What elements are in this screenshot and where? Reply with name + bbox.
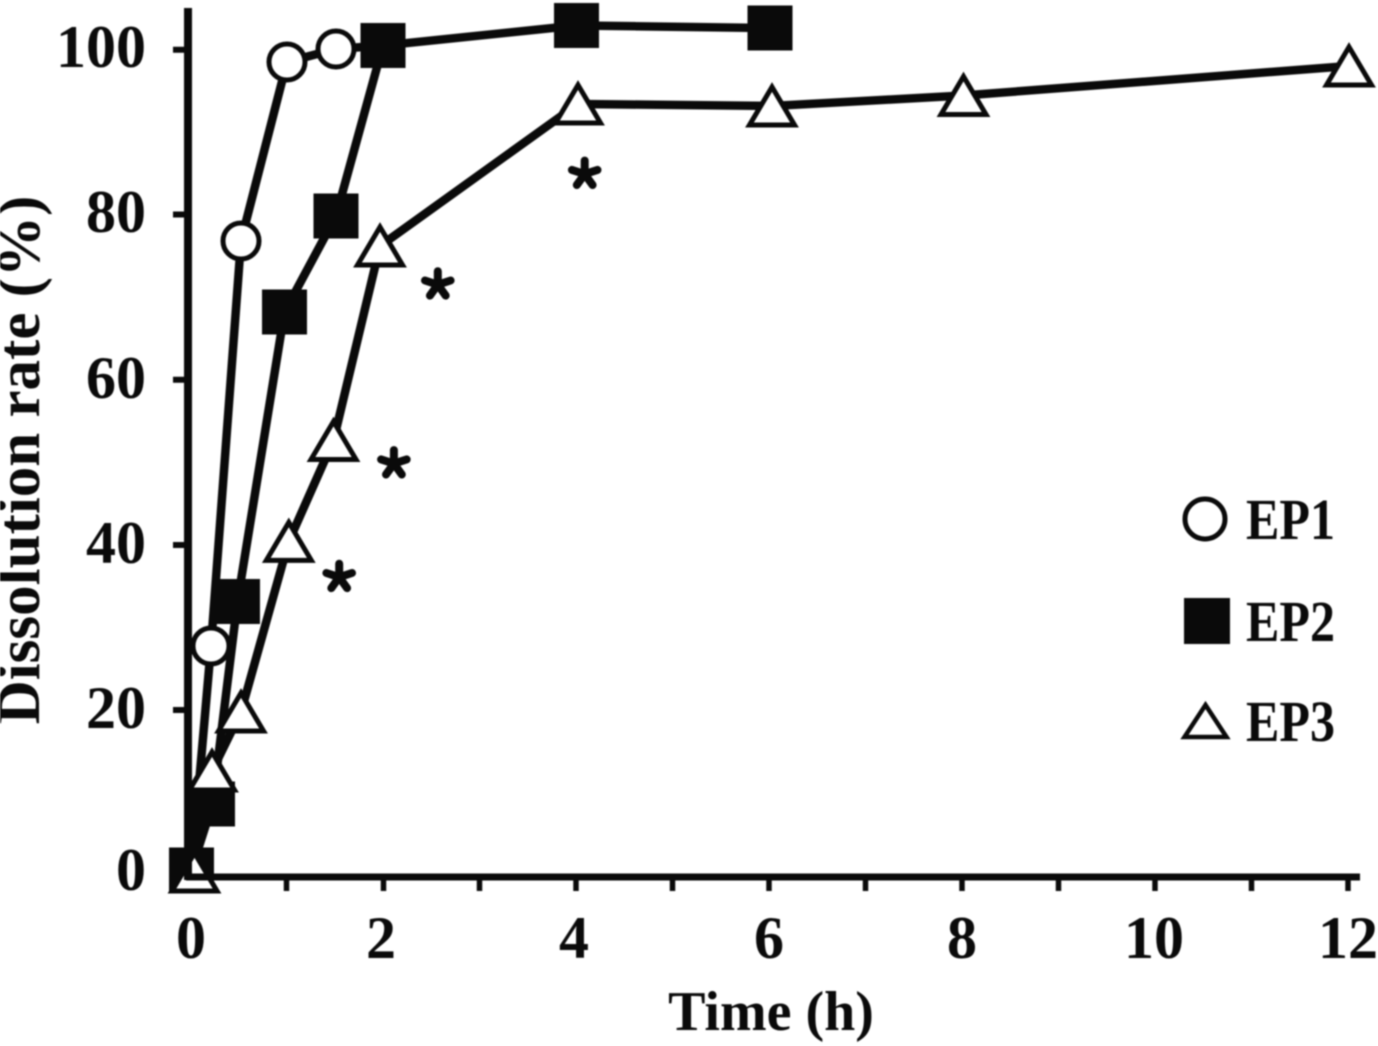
- svg-text:20: 20: [86, 675, 146, 741]
- svg-text:0: 0: [116, 837, 146, 903]
- svg-text:EP1: EP1: [1246, 487, 1335, 552]
- svg-text:100: 100: [56, 14, 146, 80]
- svg-text:12: 12: [1318, 905, 1378, 971]
- svg-text:0: 0: [176, 905, 206, 971]
- svg-text:EP3: EP3: [1246, 689, 1335, 754]
- svg-text:8: 8: [947, 905, 977, 971]
- svg-text:4: 4: [559, 905, 589, 971]
- svg-text:6: 6: [754, 905, 784, 971]
- svg-text:40: 40: [86, 510, 146, 576]
- svg-text:60: 60: [86, 345, 146, 411]
- svg-text:2: 2: [366, 905, 396, 971]
- svg-text:Dissolution rate (%): Dissolution rate (%): [0, 196, 53, 725]
- svg-text:10: 10: [1124, 905, 1184, 971]
- svg-text:EP2: EP2: [1246, 589, 1335, 654]
- svg-text:80: 80: [86, 179, 146, 245]
- svg-text:Time (h): Time (h): [668, 981, 874, 1043]
